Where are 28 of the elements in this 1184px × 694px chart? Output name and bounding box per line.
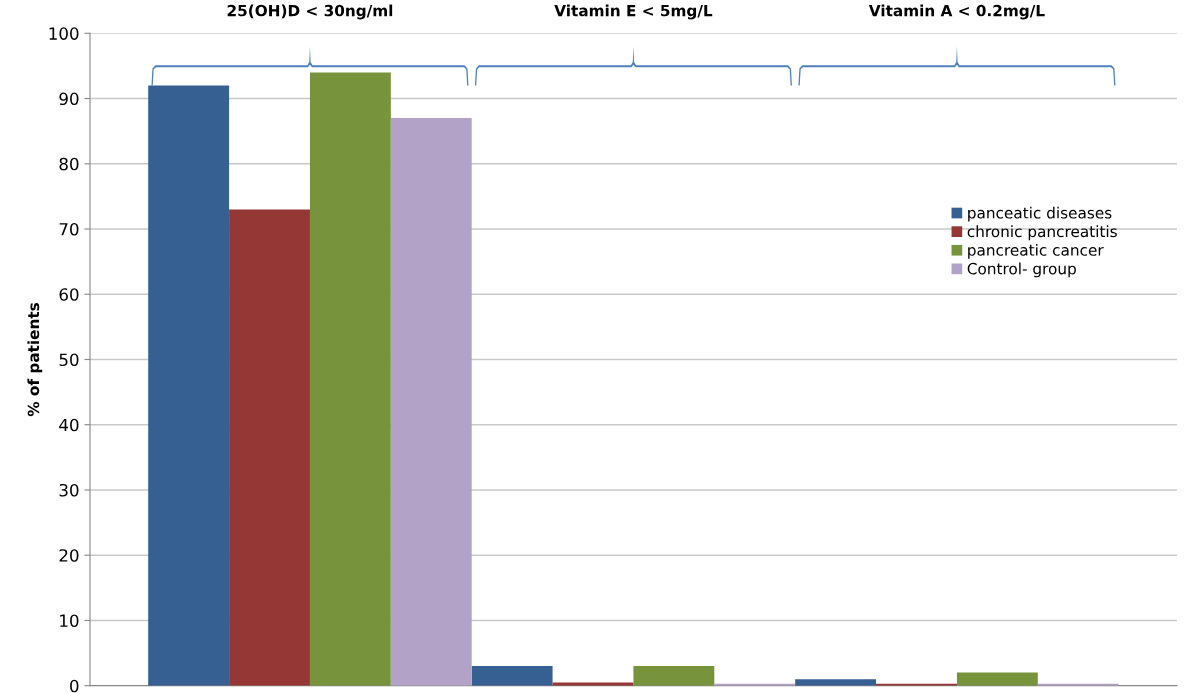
y-tick-label: 10 [60,614,79,628]
y-axis-title: % of patients [27,302,43,417]
y-tick-label: 80 [59,157,79,171]
bar [633,666,715,686]
x-tick-label: 25(OH)D < 30ng/ml [227,4,393,20]
bar [471,666,553,686]
y-tick-label: 100 [49,27,79,40]
y-tick-label: 50 [59,353,79,367]
legend-label: panceatic diseases [968,206,1112,222]
bar [956,672,1038,686]
x-tick-label: Vitamin E < 5mg/L [554,4,713,20]
bar [795,679,877,686]
legend-label: Control- group [967,262,1076,278]
bar [552,682,634,686]
y-tick-label: 20 [59,549,79,562]
bar [390,118,472,686]
bar [309,72,391,686]
bar [148,85,230,686]
bar [229,209,310,686]
y-tick-label: 0 [70,679,79,693]
y-tick-label: 70 [59,222,79,236]
y-tick-label: 60 [59,288,79,301]
legend-label: chronic pancreatitis [967,225,1117,241]
y-tick-label: 90 [59,92,79,106]
x-tick-label: Vitamin A < 0.2mg/L [868,4,1045,20]
y-tick-label: 40 [59,418,79,432]
legend-label: pancreatic cancer [968,243,1104,259]
y-tick-label: 30 [59,483,79,497]
